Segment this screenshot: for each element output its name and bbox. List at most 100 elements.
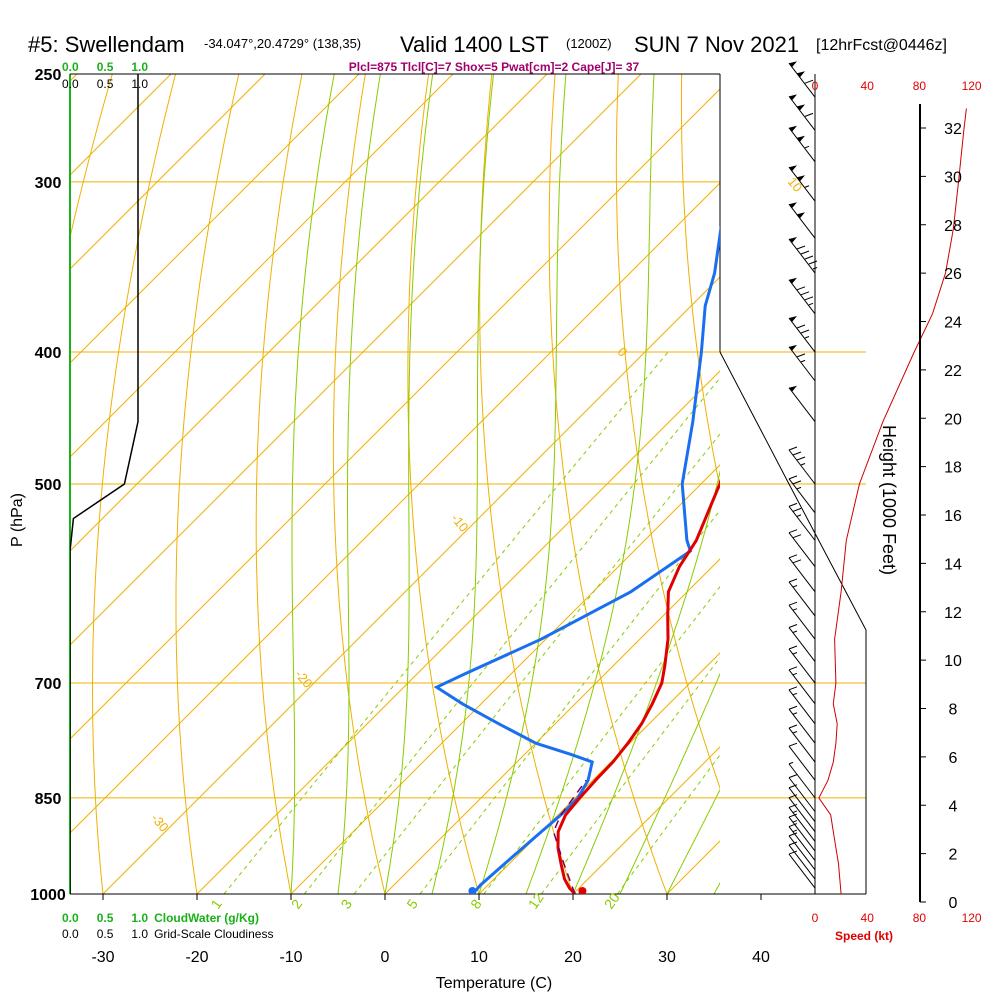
plot-frame: 100-10-20-300102030 xyxy=(69,73,867,895)
x-tick-label: 30 xyxy=(658,949,676,966)
moist-adiabat xyxy=(384,74,434,894)
wind-barb xyxy=(788,165,816,202)
wind-barb xyxy=(788,841,816,880)
pressure-tick-label: 300 xyxy=(35,175,62,192)
isotherm xyxy=(855,74,1000,894)
height-tick-label: 28 xyxy=(944,218,962,235)
valid-time: Valid 1400 LST xyxy=(400,32,549,57)
pressure-tick-label: 850 xyxy=(35,791,62,808)
mixing-ratio-label: 12 xyxy=(525,890,547,912)
height-tick-label: 16 xyxy=(944,508,962,525)
sounding-profiles xyxy=(70,74,720,894)
isotherm xyxy=(70,74,454,458)
moist-adiabat xyxy=(431,74,494,894)
cloudiness-profile xyxy=(70,74,139,894)
stability-indices: Plcl=875 Tlcl[C]=7 Shox=5 Pwat[cm]=2 Cap… xyxy=(349,60,640,74)
pressure-tick-label: 500 xyxy=(35,477,62,494)
moist-adiabat xyxy=(290,74,335,894)
mixing-ratio-label: 1 xyxy=(207,896,225,912)
y-axis-title: P (hPa) xyxy=(9,493,26,547)
dry-adiabat xyxy=(479,74,574,894)
wind-speed-profile xyxy=(818,108,967,895)
mixing-ratio-line xyxy=(483,585,720,894)
height-tick-label: 2 xyxy=(949,847,958,864)
cloudiness-scale-top: 0.0 0.5 1.0 xyxy=(62,77,148,91)
wind-barb xyxy=(788,832,816,871)
isotherm xyxy=(70,74,266,270)
height-tick-label: 4 xyxy=(949,798,958,815)
wind-barb xyxy=(788,202,816,239)
wind-speed-tick-top: 40 xyxy=(861,79,875,93)
wind-barb xyxy=(788,385,816,422)
wind-barb xyxy=(788,94,816,131)
pressure-tick-label: 400 xyxy=(35,345,62,362)
wind-panel xyxy=(788,61,967,895)
wind-speed-tick-bottom: 120 xyxy=(962,911,982,925)
wind-barb xyxy=(788,823,816,861)
moist-adiabat xyxy=(666,788,720,894)
wind-barb xyxy=(788,850,816,889)
x-tick-label: -20 xyxy=(185,949,208,966)
height-tick-label: 30 xyxy=(944,169,962,186)
wind-speed-tick-bottom: 40 xyxy=(861,911,875,925)
moist-adiabat xyxy=(619,672,720,894)
wind-barb xyxy=(788,803,816,842)
wind-barb xyxy=(788,705,816,744)
dry-adiabat xyxy=(175,74,240,894)
x-tick-label: -10 xyxy=(279,949,302,966)
station-coords: -34.047°,20.4729° (138,35) xyxy=(204,36,361,51)
wind-barb xyxy=(788,529,816,567)
isotherm xyxy=(70,74,360,364)
mixing-ratio-label: 8 xyxy=(467,896,485,912)
dewpoint-profile xyxy=(433,225,720,892)
mixing-ratio-line xyxy=(303,377,720,894)
mixing-ratio-line xyxy=(223,351,669,894)
x-tick-label: -30 xyxy=(91,949,114,966)
wind-barb xyxy=(788,724,816,763)
wind-barb xyxy=(788,784,816,823)
surface-temperature-dot xyxy=(578,887,587,894)
height-tick-label: 8 xyxy=(949,702,958,719)
wind-barb xyxy=(788,794,816,832)
wind-barb xyxy=(788,316,816,353)
wind-barb xyxy=(788,446,816,485)
x-tick-label: 20 xyxy=(564,949,582,966)
dry-adiabat xyxy=(680,74,720,490)
cloudwater-scale-bottom: 0.0 0.5 1.0 CloudWater (g/Kg) xyxy=(62,911,259,925)
height-tick-label: 26 xyxy=(944,266,962,283)
x-axis-title: Temperature (C) xyxy=(436,975,552,992)
height-tick-label: 22 xyxy=(944,363,962,380)
height-tick-label: 6 xyxy=(949,750,958,767)
surface-dewpoint-dot xyxy=(468,887,477,894)
wind-barb xyxy=(788,774,816,812)
isotherm xyxy=(384,558,720,894)
mixing-ratio-label: 20 xyxy=(601,890,623,912)
height-tick-label: 14 xyxy=(944,556,962,573)
wind-barb xyxy=(788,813,816,852)
wind-barb xyxy=(788,666,816,705)
height-tick-label: 10 xyxy=(944,653,962,670)
moist-adiabat xyxy=(572,469,720,894)
height-tick-label: 12 xyxy=(944,605,962,622)
height-tick-label: 32 xyxy=(944,121,962,138)
wind-barb xyxy=(788,645,816,684)
wind-barb xyxy=(788,578,816,617)
dry-adiabat xyxy=(92,74,176,894)
forecast-date: SUN 7 Nov 2021 xyxy=(634,32,799,57)
wind-speed-tick-top: 80 xyxy=(913,79,927,93)
wind-panel-border xyxy=(719,351,867,894)
x-tick-label: 0 xyxy=(381,949,390,966)
dry-adiabat xyxy=(255,74,303,894)
pressure-tick-label: 700 xyxy=(35,676,62,693)
wind-speed-tick-bottom: 0 xyxy=(812,911,819,925)
wind-speed-tick-top: 0 xyxy=(812,79,819,93)
wind-barb xyxy=(788,742,816,781)
moist-adiabat xyxy=(525,74,655,894)
moist-adiabat xyxy=(337,74,381,894)
wind-speed-tick-top: 120 xyxy=(962,79,982,93)
station-title: #5: Swellendam xyxy=(28,32,185,57)
wind-speed-tick-bottom: 80 xyxy=(913,911,927,925)
temperature-profile xyxy=(556,478,720,894)
pressure-tick-label: 1000 xyxy=(30,887,66,904)
